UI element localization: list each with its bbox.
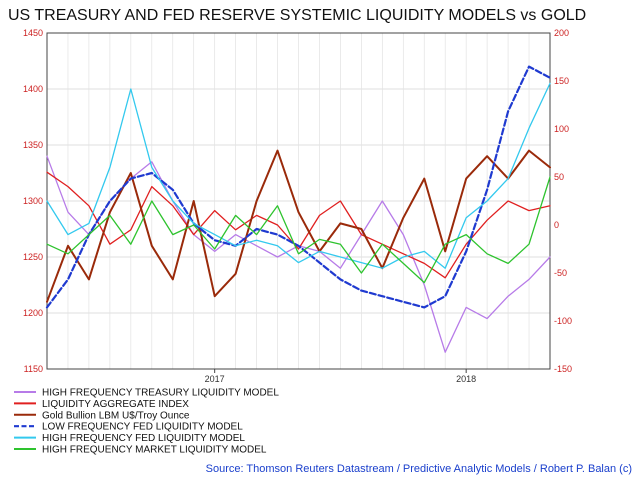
legend-label-1: HIGH FREQUENCY TREASURY LIQUIDITY MODEL [42, 388, 279, 399]
legend-label-4: LOW FREQUENCY FED LIQUIDITY MODEL [42, 422, 243, 433]
x-axis: 2017 2018 [205, 369, 476, 384]
y-right-tick-label: 50 [554, 172, 564, 182]
y-left-tick-label: 1200 [23, 308, 43, 318]
series-line-4 [45, 65, 552, 309]
y-right-tick-label: 100 [554, 124, 569, 134]
chart-title: US TREASURY AND FED RESERVE SYSTEMIC LIQ… [8, 7, 586, 24]
y-left-tick-label: 1300 [23, 196, 43, 206]
y-right-tick-label: -100 [554, 316, 572, 326]
y-right-tick-label: 200 [554, 28, 569, 38]
source-note: Source: Thomson Reuters Datastream / Pre… [206, 463, 632, 475]
legend-label-5: HIGH FREQUENCY FED LIQUIDITY MODEL [42, 433, 245, 444]
y-left-tick-label: 1450 [23, 28, 43, 38]
series-layer [45, 65, 552, 353]
series-line-5 [46, 82, 551, 269]
series-line-2 [46, 171, 551, 279]
x-tick-label: 2017 [205, 374, 225, 384]
y-left-axis: 1150 1200 1250 1300 1350 1400 1450 [23, 28, 43, 374]
y-left-tick-label: 1400 [23, 84, 43, 94]
series-line-3 [46, 149, 551, 303]
y-left-tick-label: 1250 [23, 252, 43, 262]
y-left-tick-label: 1350 [23, 140, 43, 150]
y-right-tick-label: 150 [554, 76, 569, 86]
y-left-tick-label: 1150 [24, 364, 43, 374]
legend-label-3: Gold Bullion LBM U$/Troy Ounce [42, 410, 190, 421]
y-right-tick-label: 0 [554, 220, 559, 230]
legend: HIGH FREQUENCY TREASURY LIQUIDITY MODELL… [14, 388, 279, 456]
series-line-6 [46, 176, 551, 284]
y-right-axis: -150 -100 -50 0 50 100 150 200 [554, 28, 572, 374]
legend-label-6: HIGH FREQUENCY MARKET LIQUIDITY MODEL [42, 445, 267, 456]
y-right-tick-label: -50 [554, 268, 567, 278]
y-right-tick-label: -150 [554, 364, 572, 374]
legend-label-2: LIQUIDITY AGGREGATE INDEX [42, 399, 189, 410]
x-tick-label: 2018 [456, 374, 476, 384]
grid [47, 32, 550, 370]
